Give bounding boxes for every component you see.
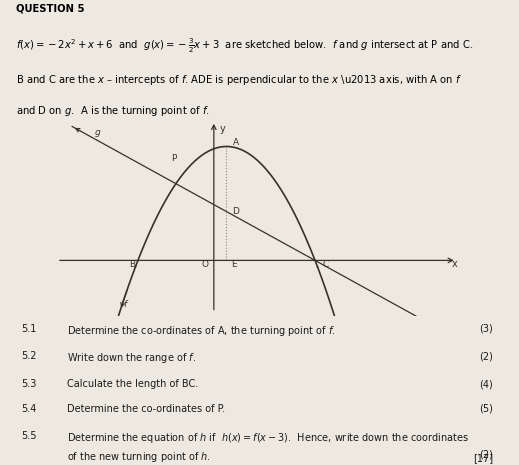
Text: QUESTION 5: QUESTION 5	[16, 4, 84, 14]
Text: P: P	[171, 154, 176, 164]
Text: Determine the co-ordinates of P.: Determine the co-ordinates of P.	[67, 404, 226, 414]
Text: B and C are the $x$ – intercepts of $f$. ADE is perpendicular to the $x$ \u2013 : B and C are the $x$ – intercepts of $f$.…	[16, 73, 462, 87]
Text: f: f	[124, 300, 127, 309]
Text: Determine the equation of $h$ if  $h(x)=f(x-3)$.  Hence, write down the coordina: Determine the equation of $h$ if $h(x)=f…	[67, 431, 470, 445]
Text: g: g	[94, 128, 100, 137]
Text: D: D	[233, 207, 239, 216]
Text: [17]: [17]	[473, 453, 493, 464]
Text: (5): (5)	[479, 404, 493, 414]
Text: y: y	[220, 124, 226, 134]
Text: 5.5: 5.5	[21, 431, 36, 441]
Text: Determine the co-ordinates of A, the turning point of $f$.: Determine the co-ordinates of A, the tur…	[67, 324, 336, 338]
Text: 5.1: 5.1	[21, 324, 36, 334]
Text: Write down the range of $f$.: Write down the range of $f$.	[67, 352, 197, 365]
Text: 5.3: 5.3	[21, 379, 36, 389]
Text: C: C	[323, 260, 329, 269]
Text: A: A	[233, 138, 239, 147]
Text: (2): (2)	[479, 352, 493, 361]
Text: x: x	[452, 259, 457, 269]
Text: 5.4: 5.4	[21, 404, 36, 414]
Text: 5.2: 5.2	[21, 352, 36, 361]
Text: of the new turning point of $h$.: of the new turning point of $h$.	[67, 450, 211, 464]
Text: E: E	[231, 260, 237, 269]
Text: B: B	[129, 260, 135, 269]
Text: $f(x)=-2x^2+x+6$  and  $g(x)=-\frac{3}{2}x+3$  are sketched below.  $f$ and $g$ : $f(x)=-2x^2+x+6$ and $g(x)=-\frac{3}{2}x…	[16, 36, 473, 55]
Text: (2): (2)	[479, 450, 493, 460]
Text: O: O	[201, 260, 208, 269]
Text: and D on $g$.  A is the turning point of $f$.: and D on $g$. A is the turning point of …	[16, 104, 209, 118]
Text: (3): (3)	[480, 324, 493, 334]
Text: (4): (4)	[480, 379, 493, 389]
Text: Calculate the length of BC.: Calculate the length of BC.	[67, 379, 199, 389]
